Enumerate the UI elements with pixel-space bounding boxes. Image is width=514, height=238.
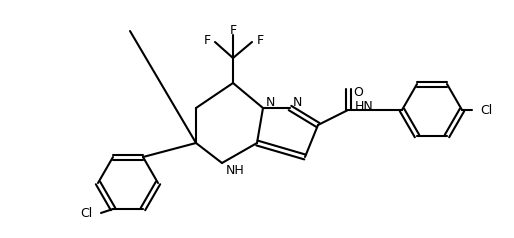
Text: NH: NH (226, 164, 245, 178)
Text: HN: HN (354, 99, 373, 113)
Text: Cl: Cl (480, 104, 492, 116)
Text: N: N (293, 96, 302, 109)
Text: O: O (353, 86, 363, 99)
Text: F: F (256, 34, 264, 46)
Text: F: F (229, 25, 236, 38)
Text: N: N (266, 96, 276, 109)
Text: Cl: Cl (81, 208, 93, 220)
Text: F: F (204, 34, 211, 46)
